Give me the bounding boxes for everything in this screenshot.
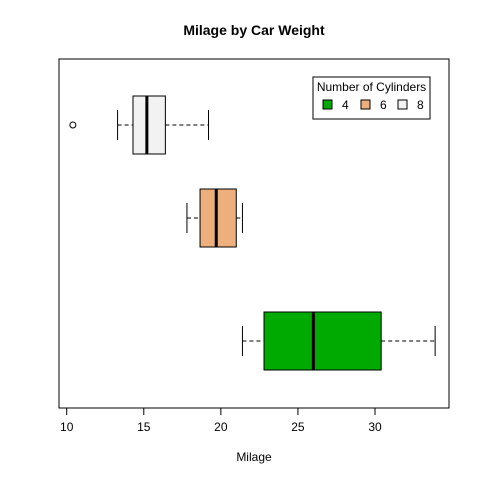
legend-label-4: 4 (342, 98, 349, 112)
box-group-6 (186, 188, 243, 248)
legend-swatch-6 (360, 99, 371, 110)
box-group-8 (69, 95, 210, 155)
x-axis: 10 15 20 25 30 (60, 407, 382, 434)
box-6 (199, 188, 237, 248)
legend-label-8: 8 (417, 98, 424, 112)
x-tick-label-30: 30 (368, 420, 382, 434)
legend: Number of Cylinders 4 6 8 (312, 76, 431, 120)
x-tick-label-20: 20 (214, 420, 228, 434)
chart-title: Milage by Car Weight (183, 22, 325, 38)
x-axis-label: Milage (236, 450, 272, 464)
outlier-point-8-0 (69, 121, 77, 129)
x-tick-label-10: 10 (60, 420, 74, 434)
x-tick-label-25: 25 (291, 420, 305, 434)
legend-swatch-4 (322, 99, 333, 110)
box-group-4 (241, 311, 436, 371)
box-8 (132, 95, 166, 155)
legend-swatch-8 (397, 99, 408, 110)
legend-label-6: 6 (380, 98, 387, 112)
legend-box (312, 76, 431, 120)
boxes-group (69, 95, 436, 371)
x-tick-label-15: 15 (137, 420, 151, 434)
legend-title: Number of Cylinders (317, 80, 426, 94)
box-4 (263, 311, 382, 371)
